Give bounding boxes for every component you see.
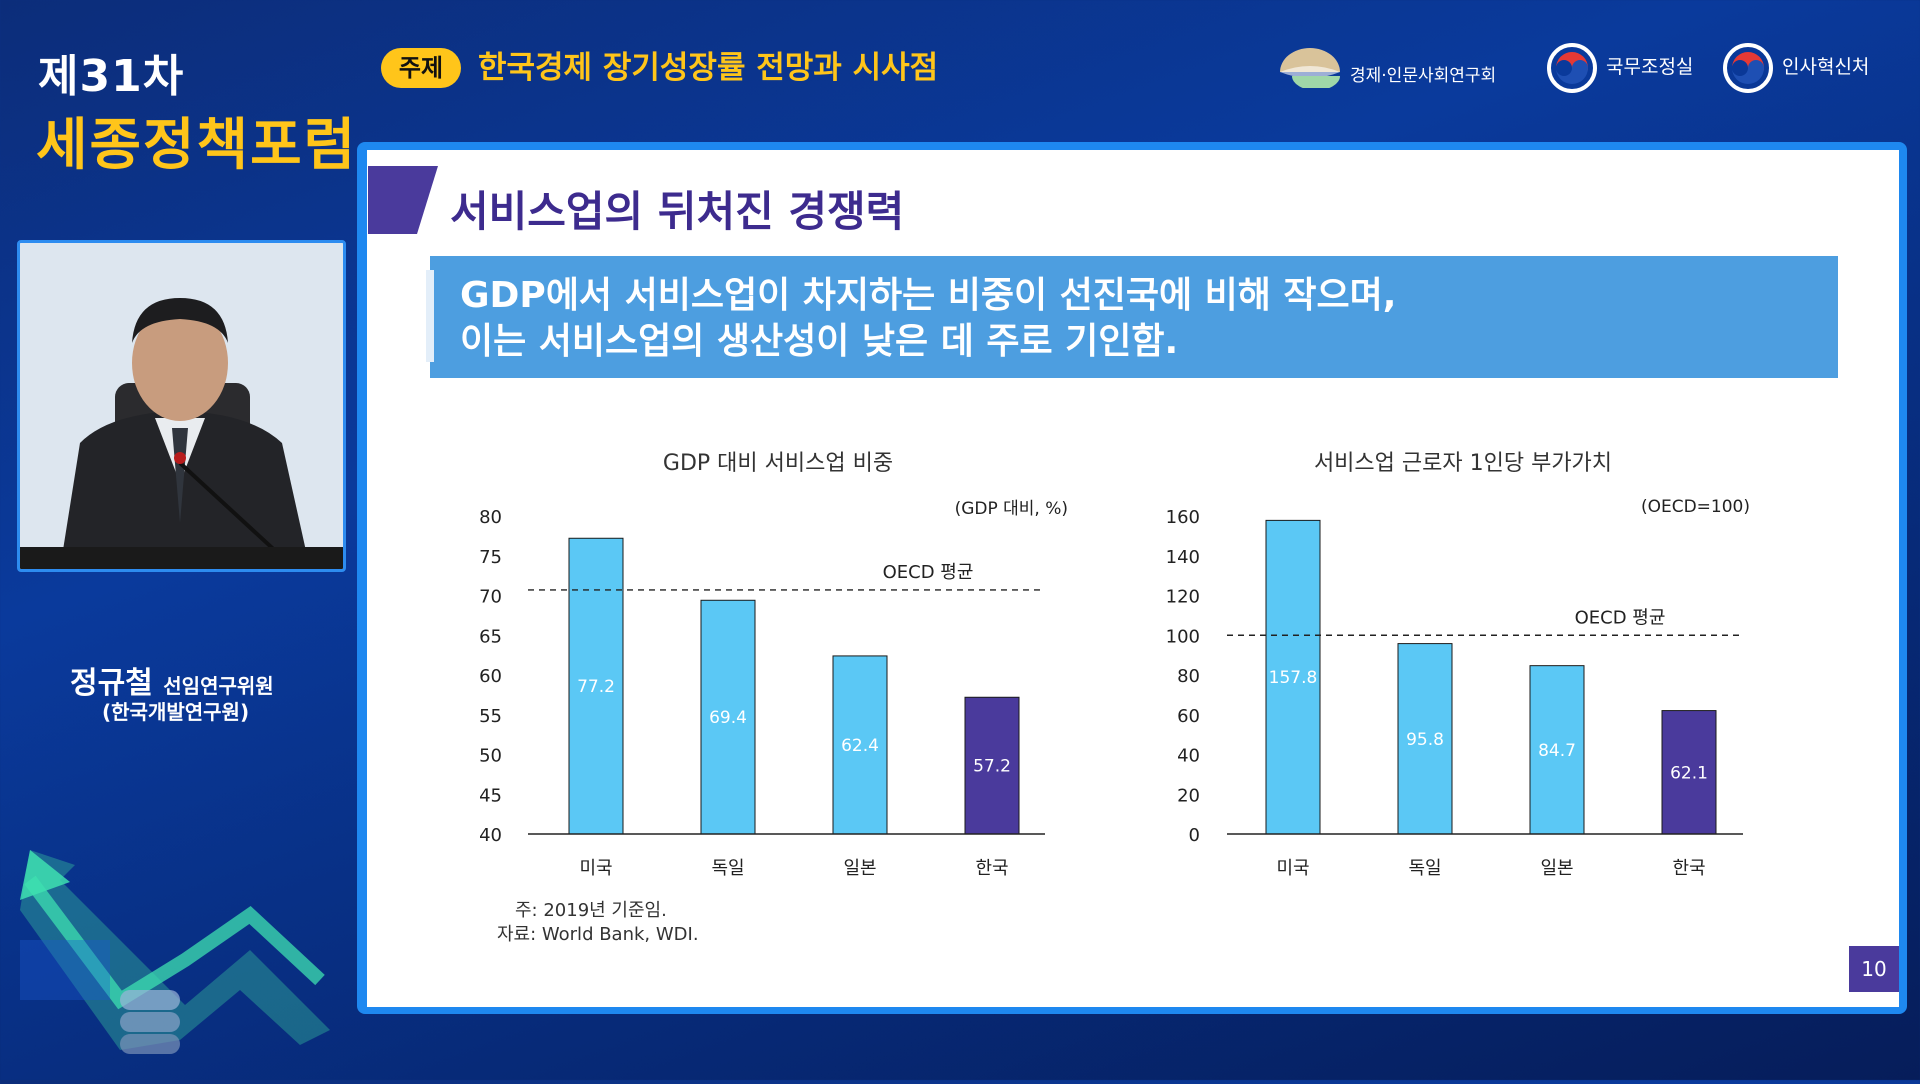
taegeuk-icon: [1547, 43, 1597, 93]
x-tick-label: 독일: [1408, 858, 1441, 879]
y-tick-label: 140: [1166, 547, 1200, 568]
x-tick-label: 미국: [1276, 858, 1309, 879]
y-tick-label: 80: [1177, 666, 1200, 687]
speaker-name-text: 정규철: [70, 666, 153, 701]
slide-title: 서비스업의 뒤처진 경쟁력: [450, 187, 905, 236]
bar: [1529, 665, 1585, 835]
speaker-org: (한국개발연구원): [102, 700, 250, 724]
taegeuk-icon: [1723, 43, 1773, 93]
decorative-growth-graphic: [0, 790, 350, 1084]
y-tick-label: 55: [479, 706, 502, 727]
bar-value-label: 69.4: [709, 708, 747, 728]
speaker-position: 선임연구위원: [163, 674, 274, 698]
summary-accent-bar: [426, 270, 434, 362]
bar-value-label: 77.2: [577, 677, 615, 697]
speaker-video: [17, 240, 346, 572]
chart-note: 주: 2019년 기준임.: [515, 900, 667, 921]
bar-value-label: 62.1: [1670, 763, 1708, 783]
forum-name: 세종정책포럼: [36, 113, 358, 178]
bar: [1661, 710, 1717, 835]
y-tick-label: 75: [479, 547, 502, 568]
bar: [1265, 519, 1321, 835]
summary-line-2: 이는 서비스업의 생산성이 낮은 데 주로 기인함.: [460, 321, 1179, 362]
x-tick-label: 한국: [1672, 858, 1705, 879]
y-tick-label: 70: [479, 587, 502, 608]
topic-badge: 주제: [381, 48, 461, 88]
bar-value-label: 95.8: [1406, 730, 1444, 750]
bar-value-label: 84.7: [1538, 741, 1576, 761]
nrc-logo-text: 경제·인문사회연구회: [1350, 66, 1497, 86]
y-tick-label: 60: [479, 666, 502, 687]
unit-note: (GDP 대비, %): [955, 499, 1068, 519]
nrc-logo: [1278, 46, 1342, 92]
chart-source: 자료: World Bank, WDI.: [497, 924, 699, 945]
y-tick-label: 50: [479, 746, 502, 767]
x-tick-label: 일본: [843, 858, 876, 879]
bar: [964, 696, 1020, 835]
speaker-name: 정규철 선임연구위원: [70, 658, 274, 702]
x-tick-label: 일본: [1540, 858, 1573, 879]
y-tick-label: 60: [1177, 706, 1200, 727]
y-tick-label: 0: [1189, 825, 1200, 846]
forum-number: 제31차: [38, 51, 185, 102]
bar: [700, 599, 756, 835]
y-tick-label: 40: [1177, 746, 1200, 767]
mpm-logo: [1722, 42, 1774, 98]
bar-value-label: 57.2: [973, 757, 1011, 777]
bar-value-label: 157.8: [1269, 668, 1318, 688]
reference-line-label: OECD 평균: [883, 562, 974, 583]
x-tick-label: 한국: [975, 858, 1008, 879]
growth-arrow-icon: [20, 850, 330, 1054]
page-number: 10: [1849, 946, 1899, 992]
topic-title: 한국경제 장기성장률 전망과 시사점: [478, 50, 939, 86]
y-tick-label: 40: [479, 825, 502, 846]
y-tick-label: 100: [1166, 626, 1200, 647]
opm-logo-text: 국무조정실: [1606, 56, 1694, 78]
x-tick-label: 미국: [579, 858, 612, 879]
bar: [568, 537, 624, 835]
chart-title: GDP 대비 서비스업 비중: [663, 451, 893, 476]
y-tick-label: 20: [1177, 785, 1200, 806]
y-tick-label: 45: [479, 785, 502, 806]
y-tick-label: 160: [1166, 507, 1200, 528]
summary-box: [430, 256, 1838, 378]
y-tick-label: 120: [1166, 587, 1200, 608]
speaker-figure: [20, 243, 343, 569]
bar: [1397, 643, 1453, 835]
opm-logo: [1546, 42, 1598, 98]
y-tick-label: 65: [479, 626, 502, 647]
bar-value-label: 62.4: [841, 736, 879, 756]
summary-line-1: GDP에서 서비스업이 차지하는 비중이 선진국에 비해 작으며,: [460, 275, 1397, 316]
unit-note: (OECD=100): [1641, 497, 1750, 517]
chart-title: 서비스업 근로자 1인당 부가가치: [1314, 451, 1612, 476]
mpm-logo-text: 인사혁신처: [1782, 56, 1870, 78]
reference-line-label: OECD 평균: [1575, 607, 1666, 628]
x-tick-label: 독일: [711, 858, 744, 879]
nrc-emblem-icon: [1280, 48, 1340, 91]
y-tick-label: 80: [479, 507, 502, 528]
